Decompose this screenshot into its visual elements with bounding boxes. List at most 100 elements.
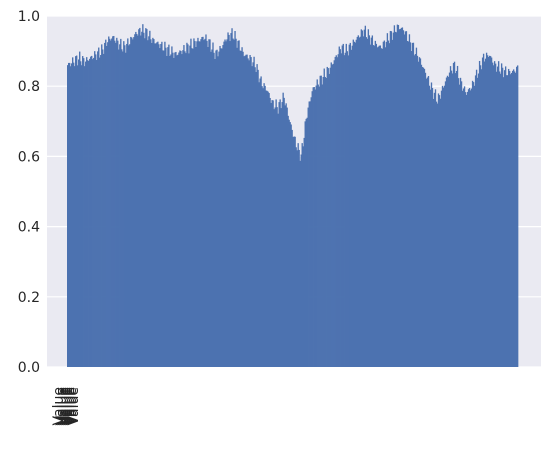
bar	[215, 50, 217, 368]
bar	[501, 67, 504, 367]
bar	[124, 45, 126, 367]
bar	[89, 58, 91, 367]
bar	[212, 42, 214, 367]
bar	[192, 48, 194, 368]
bar	[236, 47, 238, 368]
bar	[108, 36, 110, 367]
bar	[455, 70, 458, 368]
bar	[462, 88, 465, 368]
bar	[383, 40, 386, 367]
x-tick-label: Value	[54, 387, 70, 425]
bar	[375, 43, 378, 367]
bar	[355, 39, 357, 367]
bar	[199, 41, 201, 367]
bar	[146, 29, 148, 367]
bar	[401, 27, 404, 367]
bar	[454, 73, 457, 367]
bar	[138, 29, 140, 367]
bar	[174, 52, 176, 368]
bar	[288, 119, 290, 367]
bar	[357, 35, 359, 368]
x-tick-label: Value	[60, 387, 76, 425]
bar	[310, 97, 312, 367]
bar	[347, 55, 349, 368]
bar	[211, 49, 213, 368]
bar	[266, 90, 268, 367]
bar	[248, 60, 250, 368]
y-tick-label: 0.2	[18, 290, 40, 306]
bar	[305, 118, 307, 368]
bar	[482, 53, 485, 367]
bar	[443, 85, 446, 368]
bar	[432, 98, 435, 367]
bar	[132, 39, 134, 368]
bar	[440, 90, 443, 367]
bar	[376, 47, 379, 367]
bar	[504, 66, 507, 367]
bar	[151, 42, 153, 368]
bar	[322, 77, 324, 367]
bar	[195, 46, 197, 368]
bar	[218, 51, 220, 367]
bar	[180, 50, 182, 368]
bar	[346, 51, 348, 367]
bar	[308, 101, 310, 367]
bar	[171, 46, 173, 368]
bar	[245, 54, 247, 367]
bar	[424, 72, 427, 367]
bar	[427, 76, 430, 367]
bar	[187, 44, 189, 368]
bar	[235, 38, 237, 367]
bar	[459, 77, 462, 367]
bar	[458, 84, 461, 367]
bar	[173, 57, 175, 367]
bar	[464, 92, 467, 368]
bar	[311, 91, 313, 367]
bar	[102, 49, 104, 368]
y-tick-label: 1.0	[18, 9, 40, 25]
bar	[290, 124, 292, 368]
bar	[233, 39, 235, 367]
bar	[214, 59, 216, 368]
bar	[494, 63, 497, 367]
bar	[486, 55, 489, 367]
bar	[142, 24, 144, 368]
bar	[222, 45, 224, 367]
bar	[509, 74, 512, 367]
y-tick-label: 0.8	[18, 79, 40, 95]
bar	[445, 77, 448, 368]
bar	[221, 48, 223, 367]
bar	[255, 72, 257, 367]
bar	[71, 63, 73, 367]
bar	[110, 40, 112, 367]
bar	[246, 54, 248, 367]
bar	[425, 78, 428, 368]
bar	[184, 51, 186, 367]
bar	[334, 56, 336, 368]
bar	[72, 57, 74, 368]
bar	[361, 30, 363, 367]
y-tick-label: 0.0	[18, 360, 40, 376]
bar	[416, 55, 419, 367]
bar	[158, 44, 160, 367]
bar	[404, 31, 407, 367]
bar	[344, 52, 346, 367]
bar	[185, 53, 187, 368]
bar	[349, 42, 351, 367]
bar	[223, 41, 225, 368]
bar	[332, 63, 334, 368]
bar	[287, 115, 289, 367]
bar	[277, 113, 279, 367]
bar	[240, 50, 242, 368]
bar	[116, 37, 118, 368]
bar	[178, 52, 180, 367]
bar	[407, 41, 410, 368]
bar	[121, 49, 123, 368]
bar	[81, 65, 83, 368]
bar	[163, 50, 165, 368]
bar	[467, 89, 470, 368]
bar	[196, 41, 198, 368]
bar	[342, 43, 344, 368]
bar	[479, 65, 482, 367]
